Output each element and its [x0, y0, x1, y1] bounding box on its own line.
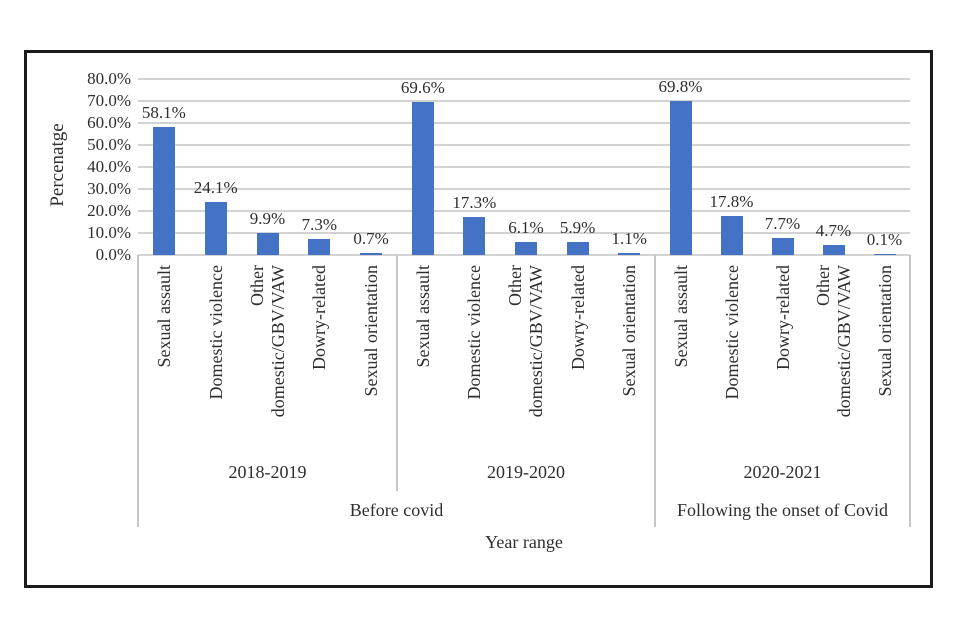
bar-value-label: 69.8%	[658, 77, 703, 97]
category-label: Other domestic/GBV/VAW	[812, 259, 856, 455]
bar-value-label: 9.9%	[249, 209, 286, 229]
category-label-text: Sexual orientation	[618, 265, 639, 397]
y-tick-label: 60.0%	[87, 113, 131, 132]
bar-value-label: 58.1%	[141, 103, 186, 123]
chart-frame: 0.0% 10.0% 20.0% 30.0% 40.0% 50.0% 60.0% 70.0% 8…	[24, 50, 933, 588]
category-label-text: Other domestic/GBV/VAW	[246, 265, 288, 418]
category-label-text: Sexual orientation	[874, 265, 894, 397]
y-tick-label: 40.0%	[87, 157, 131, 176]
category-label-text: Dowry-related	[772, 265, 792, 370]
bar	[822, 244, 845, 255]
bar-value-label: 1.1%	[611, 228, 647, 248]
gridline	[138, 144, 910, 146]
bar	[256, 233, 279, 255]
category-label: Sexual assault	[659, 259, 703, 455]
category-label-text: Sexual assault	[412, 265, 433, 368]
gridline	[138, 188, 910, 190]
y-tick-label: 50.0%	[87, 135, 131, 154]
category-label-text: Domestic violence	[721, 265, 741, 400]
bar-value-label: 7.7%	[764, 214, 801, 234]
gridline	[138, 254, 910, 256]
bar	[771, 238, 794, 255]
y-tick-label: 10.0%	[87, 223, 131, 242]
bar-value-label: 17.8%	[709, 191, 754, 211]
period-label: Before covid	[349, 500, 444, 520]
plot-area: 0.0% 10.0% 20.0% 30.0% 40.0% 50.0% 60.0% 70.0% 8…	[27, 53, 930, 585]
year-group-label: 2019-2020	[487, 462, 565, 482]
bar-value-label: 69.6%	[400, 77, 445, 97]
bar-value-label: 17.3%	[452, 192, 497, 212]
bar-value-label: 5.9%	[559, 218, 596, 238]
category-label-text: Domestic violence	[463, 265, 484, 400]
bar	[152, 127, 175, 255]
bar	[618, 252, 641, 255]
category-label: Sexual assault	[401, 259, 445, 455]
axis-divider	[137, 255, 139, 527]
category-label: Dowry-related	[761, 259, 805, 455]
bar-value-label: 6.1%	[508, 217, 544, 237]
category-label: Domestic violence	[452, 259, 496, 455]
category-label: Sexual orientation	[607, 259, 651, 455]
axis-divider	[396, 255, 398, 491]
category-label: Sexual orientation	[863, 259, 907, 455]
category-label: Other domestic/GBV/VAW	[504, 259, 548, 455]
y-tick-label: 70.0%	[87, 91, 131, 110]
bar-value-label: 4.7%	[815, 220, 852, 240]
bar-value-label: 7.3%	[301, 214, 337, 234]
year-group-label: 2020-2021	[743, 462, 822, 482]
gridline	[138, 100, 910, 102]
category-label: Dowry-related	[297, 259, 341, 455]
category-label-text: Other domestic/GBV/VAW	[505, 265, 546, 418]
category-label: Dowry-related	[556, 259, 600, 455]
category-label-text: Dowry-related	[567, 265, 588, 370]
bar	[566, 242, 589, 255]
gridline	[138, 122, 910, 124]
bar	[720, 215, 743, 255]
category-label: Domestic violence	[194, 259, 238, 455]
year-group-label: 2018-2019	[228, 462, 307, 482]
bar	[411, 101, 434, 255]
bar-value-label: 24.1%	[193, 177, 238, 197]
category-label: Domestic violence	[710, 259, 754, 455]
category-label-text: Dowry-related	[308, 265, 329, 370]
bar	[308, 238, 331, 255]
x-axis-title: Year range	[485, 532, 563, 552]
bar	[873, 254, 896, 255]
y-axis-title: Percenatge	[47, 123, 68, 207]
gridline	[138, 210, 910, 212]
axis-divider	[654, 255, 656, 527]
period-label: Following the onset of Covid	[677, 500, 888, 520]
y-tick-label: 80.0%	[87, 69, 131, 88]
y-tick-label: 20.0%	[87, 201, 131, 220]
bar	[204, 201, 227, 255]
category-label-text: Sexual assault	[153, 265, 174, 368]
bar	[463, 216, 486, 255]
y-tick-label: 30.0%	[87, 179, 131, 198]
category-label: Other domestic/GBV/VAW	[246, 259, 290, 455]
y-tick-label: 0.0%	[95, 245, 131, 264]
category-label: Sexual assault	[142, 259, 186, 455]
gridline	[138, 232, 910, 234]
category-label: Sexual orientation	[349, 259, 393, 455]
axis-divider	[909, 255, 911, 527]
bar	[515, 241, 537, 255]
bar-value-label: 0.1%	[866, 230, 903, 249]
bar	[669, 101, 692, 255]
category-label-text: Sexual orientation	[360, 265, 381, 397]
bar-value-label: 0.7%	[353, 229, 389, 249]
bar	[360, 253, 383, 255]
category-label-text: Domestic violence	[205, 265, 226, 400]
gridline	[138, 78, 910, 80]
gridline	[138, 166, 910, 168]
category-label-text: Sexual assault	[670, 265, 690, 368]
category-label-text: Other domestic/GBV/VAW	[812, 265, 854, 418]
